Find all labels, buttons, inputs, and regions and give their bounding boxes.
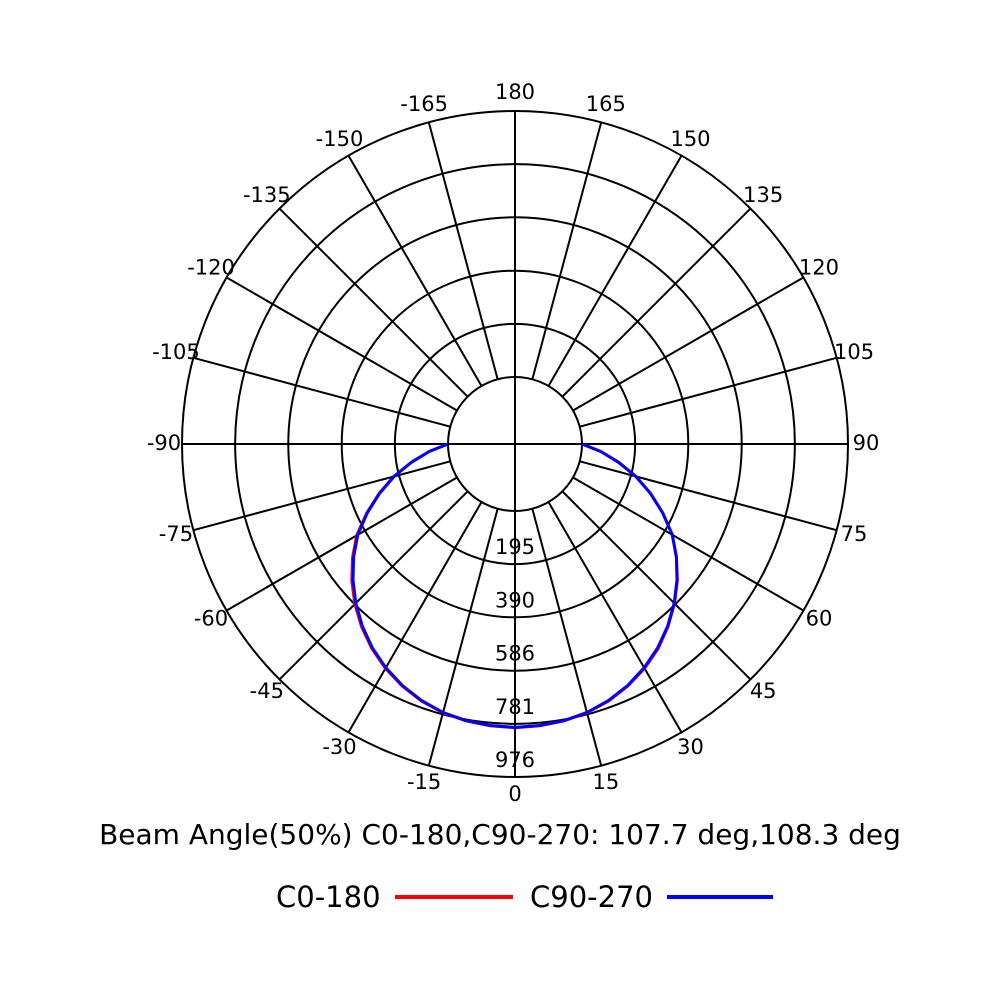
legend-item-c90-270: C90-270 bbox=[530, 880, 773, 914]
legend-label-c0-180: C0-180 bbox=[276, 880, 381, 914]
radial-label-390: 390 bbox=[495, 588, 535, 612]
angle-label--165: -165 bbox=[400, 92, 448, 116]
angle-label--105: -105 bbox=[152, 340, 200, 364]
angle-label-90: 90 bbox=[853, 431, 880, 455]
grid-spoke--165 bbox=[427, 122, 499, 380]
angle-label--90: -90 bbox=[147, 431, 181, 455]
grid-spoke-150 bbox=[547, 155, 683, 387]
grid-spoke-75 bbox=[579, 460, 837, 532]
grid-spoke-120 bbox=[572, 276, 804, 412]
angle-label--135: -135 bbox=[243, 183, 291, 207]
radial-tick-labels: 195 390 586 781 976 bbox=[495, 535, 535, 772]
grid-spoke-45 bbox=[561, 490, 752, 681]
grid-spoke-165 bbox=[531, 122, 603, 380]
grid-spoke-15 bbox=[531, 508, 603, 766]
grid-spoke--120 bbox=[226, 276, 458, 412]
angle-label-75: 75 bbox=[841, 522, 868, 546]
angle-label--30: -30 bbox=[322, 735, 356, 759]
legend-item-c0-180: C0-180 bbox=[276, 880, 513, 914]
radial-label-586: 586 bbox=[495, 642, 535, 666]
angle-label-135: 135 bbox=[743, 183, 783, 207]
legend-label-c90-270: C90-270 bbox=[530, 880, 653, 914]
angle-label--120: -120 bbox=[187, 256, 235, 280]
radial-label-781: 781 bbox=[495, 695, 535, 719]
angle-label--15: -15 bbox=[407, 770, 441, 794]
angle-label--45: -45 bbox=[250, 679, 284, 703]
angle-label-150: 150 bbox=[670, 127, 710, 151]
grid-spoke-60 bbox=[572, 476, 804, 612]
grid-spoke-135 bbox=[561, 207, 752, 398]
radial-label-195: 195 bbox=[495, 535, 535, 559]
series-line-c90-270 bbox=[351, 442, 679, 729]
angle-label--150: -150 bbox=[316, 127, 364, 151]
grid-spoke--60 bbox=[226, 476, 458, 612]
angle-label--75: -75 bbox=[159, 522, 193, 546]
legend-swatch-c0-180 bbox=[394, 895, 513, 899]
polar-grid bbox=[181, 110, 849, 778]
chart-title: Beam Angle(50%) C0-180,C90-270: 107.7 de… bbox=[99, 818, 901, 851]
grid-spoke--75 bbox=[193, 460, 451, 532]
grid-spoke--135 bbox=[278, 207, 469, 398]
angle-label-30: 30 bbox=[677, 735, 704, 759]
angle-tick-labels: 0 15 30 45 60 75 90 105 120 135 150 165 180 -165 -150 -… bbox=[147, 80, 880, 806]
grid-spoke--30 bbox=[347, 501, 483, 733]
angle-label-120: 120 bbox=[799, 256, 839, 280]
angle-label-15: 15 bbox=[592, 770, 619, 794]
angle-label-60: 60 bbox=[806, 607, 833, 631]
radial-label-976: 976 bbox=[495, 748, 535, 772]
data-series bbox=[350, 442, 679, 730]
legend-swatch-c90-270 bbox=[666, 895, 773, 899]
grid-spoke--105 bbox=[193, 356, 451, 428]
grid-spoke--15 bbox=[427, 508, 499, 766]
angle-label-105: 105 bbox=[834, 340, 874, 364]
angle-label--60: -60 bbox=[194, 607, 228, 631]
grid-spoke-105 bbox=[579, 356, 837, 428]
angle-label-0: 0 bbox=[508, 782, 521, 806]
angle-label-180: 180 bbox=[495, 80, 535, 104]
angle-label-45: 45 bbox=[750, 679, 777, 703]
legend: C0-180 C90-270 bbox=[0, 880, 1000, 930]
angle-label-165: 165 bbox=[586, 92, 626, 116]
grid-spoke-30 bbox=[547, 501, 683, 733]
grid-spoke--150 bbox=[347, 155, 483, 387]
grid-spoke--45 bbox=[278, 490, 469, 681]
